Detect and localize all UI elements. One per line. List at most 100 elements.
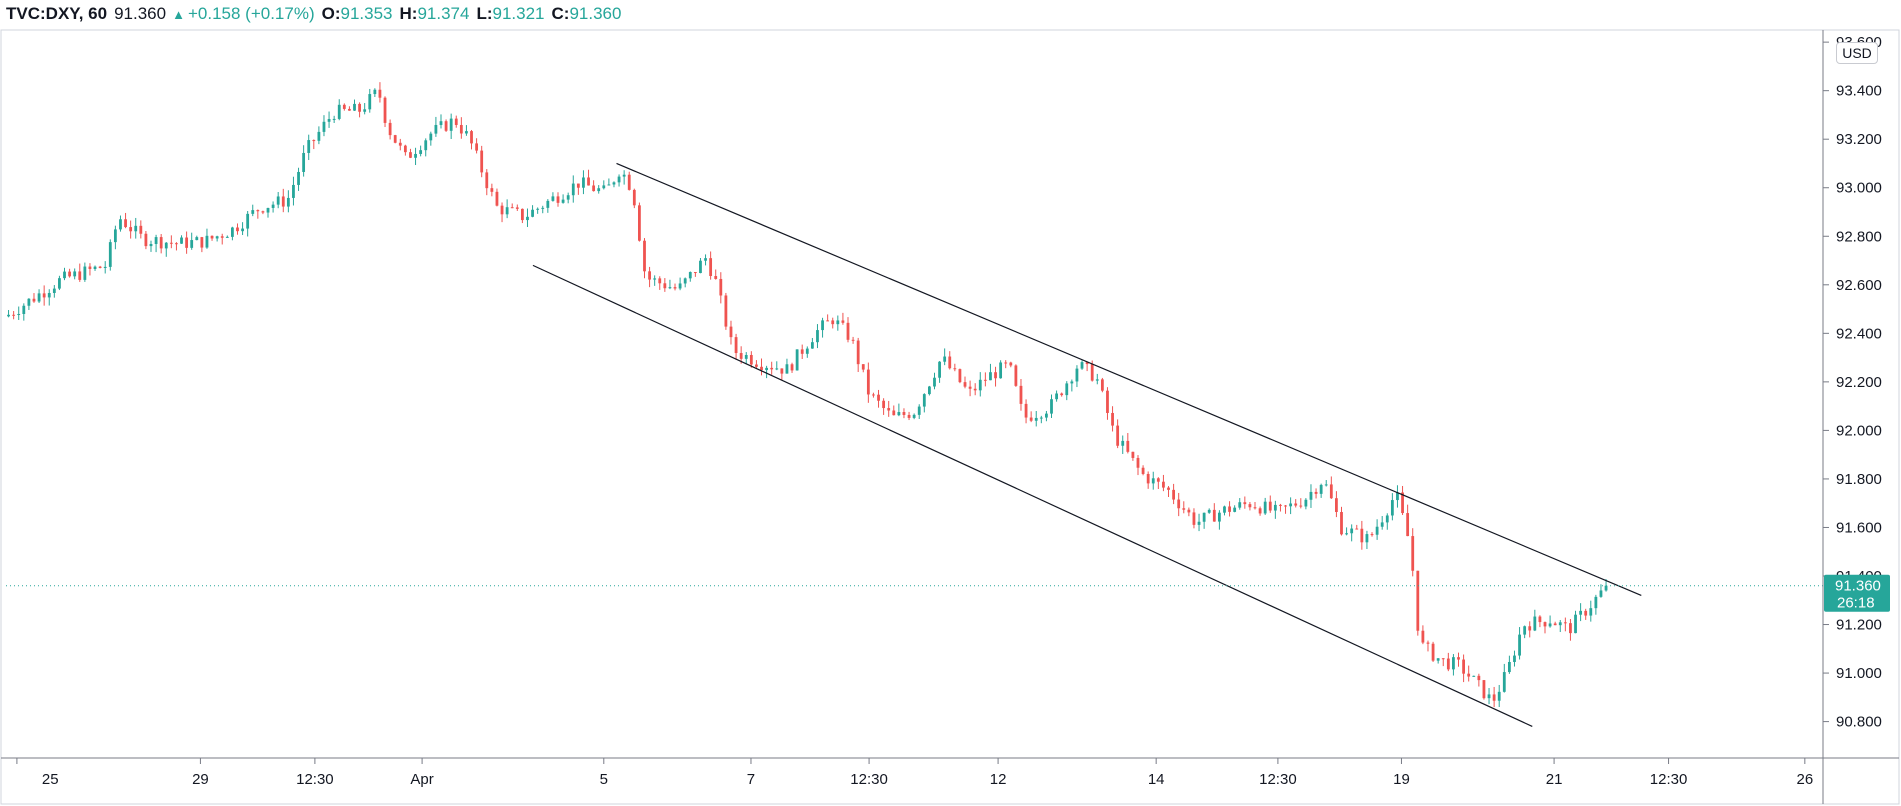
y-tick-label: 92.200 <box>1836 374 1882 391</box>
candle-body <box>1599 590 1603 597</box>
candle-body <box>358 103 361 112</box>
candle-body <box>93 266 97 270</box>
candle-body <box>1182 508 1186 510</box>
candle-body <box>429 133 433 141</box>
currency-button[interactable]: USD <box>1836 42 1878 64</box>
candle-body <box>266 207 270 213</box>
candle-body <box>683 278 687 284</box>
y-tick-label: 92.400 <box>1836 325 1882 342</box>
x-tick-label: 26 <box>1796 771 1813 788</box>
y-tick-label: 93.400 <box>1836 83 1882 100</box>
candle-body <box>322 121 326 132</box>
candle-body <box>1421 630 1425 643</box>
candle-body <box>1187 509 1191 513</box>
close-label: C: <box>551 4 570 23</box>
candle-body <box>139 225 143 234</box>
candle-body <box>180 237 183 244</box>
candle-body <box>363 109 367 112</box>
candle-body <box>1223 506 1226 513</box>
candle-body <box>210 235 214 239</box>
candle-body <box>1319 484 1323 494</box>
candle-body <box>485 172 489 189</box>
candle-body <box>520 208 524 221</box>
candle-body <box>348 108 351 111</box>
candle-body <box>1604 585 1608 591</box>
candle-body <box>1014 365 1018 386</box>
candle-body <box>597 188 601 192</box>
candle-body <box>1065 383 1069 396</box>
candle-body <box>47 292 51 298</box>
candle-body <box>536 208 540 210</box>
candle-body <box>922 394 926 407</box>
candle-body <box>1095 379 1099 381</box>
candle-body <box>1253 507 1257 509</box>
candle-body <box>12 314 16 316</box>
candle-body <box>1273 504 1277 511</box>
last-price-value: 91.360 <box>1835 578 1881 595</box>
candle-body <box>973 388 977 391</box>
candle-body <box>760 366 763 371</box>
candle-body <box>1141 467 1145 474</box>
candle-body <box>403 145 407 153</box>
y-tick-label: 91.600 <box>1836 519 1882 536</box>
candle-body <box>861 364 865 370</box>
candle-body <box>1156 478 1160 482</box>
candle-body <box>902 412 906 415</box>
candle-body <box>1279 504 1282 506</box>
candle-body <box>449 118 453 131</box>
candle-body <box>1548 623 1552 627</box>
candle-body <box>256 210 260 212</box>
candle-body <box>1202 512 1206 522</box>
candle-body <box>164 242 168 249</box>
candle-body <box>1411 536 1415 571</box>
candle-body <box>1009 362 1013 366</box>
candle-body <box>154 237 158 245</box>
candle-body <box>1589 608 1593 616</box>
candle-body <box>1162 481 1165 488</box>
candle-body <box>770 367 774 370</box>
candle-body <box>465 131 468 134</box>
candle-body <box>1100 379 1104 391</box>
candle-body <box>790 364 794 371</box>
candle-body <box>236 227 239 232</box>
candle-body <box>1487 694 1491 699</box>
candle-body <box>129 227 133 232</box>
candle-body <box>149 244 153 247</box>
candle-body <box>592 185 596 192</box>
candle-body <box>912 414 916 418</box>
candle-body <box>994 372 997 379</box>
candle-body <box>1106 390 1109 413</box>
candle-body <box>185 237 189 248</box>
candle-body <box>775 368 779 370</box>
candle-body <box>653 278 657 280</box>
candle-body <box>1070 381 1074 384</box>
y-tick-label: 92.600 <box>1836 277 1882 294</box>
candle-body <box>393 135 397 143</box>
candle-body <box>582 177 585 188</box>
candle-body <box>1116 425 1120 446</box>
candle-body <box>327 119 331 122</box>
candle-body <box>1350 528 1354 534</box>
candle-body <box>169 242 173 244</box>
candle-body <box>510 207 514 209</box>
candle-body <box>175 243 178 245</box>
candle-body <box>724 295 728 327</box>
candle-body <box>276 196 280 205</box>
candle-body <box>27 298 31 306</box>
candle-body <box>22 305 26 314</box>
candle-body <box>1299 505 1303 507</box>
candle-body <box>444 121 448 131</box>
chart-frame <box>0 29 1900 805</box>
x-tick-label: 5 <box>600 771 608 788</box>
candle-body <box>1329 484 1333 499</box>
candle-body <box>928 386 931 395</box>
candle-body <box>1080 362 1084 369</box>
y-tick-label: 92.000 <box>1836 422 1882 439</box>
candle-body <box>638 205 641 241</box>
candle-body <box>566 195 570 200</box>
open-value: 91.353 <box>340 4 393 23</box>
candle-body <box>551 196 555 201</box>
candle-body <box>1426 642 1430 644</box>
candle-body <box>561 199 565 203</box>
